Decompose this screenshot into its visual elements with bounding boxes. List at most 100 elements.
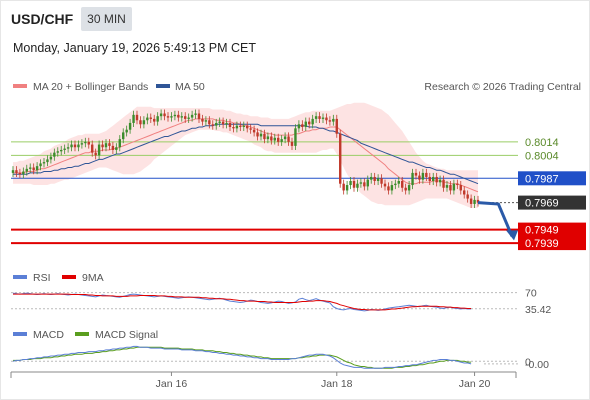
candle-body bbox=[359, 182, 363, 184]
candle-body bbox=[432, 176, 435, 181]
candle bbox=[370, 172, 373, 184]
candle-body bbox=[249, 128, 252, 130]
candle bbox=[128, 118, 132, 134]
candle bbox=[366, 175, 369, 191]
candle-body bbox=[469, 198, 473, 204]
macd-signal-legend-swatch bbox=[75, 332, 89, 336]
candle bbox=[122, 128, 125, 144]
candle bbox=[80, 139, 84, 149]
rsi-panel: 70 35.42 bbox=[11, 288, 551, 316]
candle bbox=[46, 155, 49, 167]
candle-body bbox=[473, 199, 476, 204]
candle-body bbox=[104, 143, 108, 148]
candle-body bbox=[97, 144, 101, 156]
candle bbox=[39, 159, 42, 171]
candle-body bbox=[445, 185, 449, 188]
candle bbox=[135, 110, 139, 125]
candle bbox=[194, 109, 197, 119]
candle-body bbox=[456, 183, 459, 186]
candle-body bbox=[208, 120, 211, 125]
candle-body bbox=[339, 133, 342, 184]
candle-body bbox=[29, 167, 32, 169]
candle-body bbox=[22, 171, 25, 175]
candle-body bbox=[18, 172, 22, 175]
candle bbox=[108, 139, 111, 150]
candle bbox=[287, 132, 290, 146]
candle bbox=[235, 121, 239, 133]
candle-body bbox=[84, 141, 87, 144]
candle-body bbox=[387, 186, 390, 191]
candle-body bbox=[425, 172, 428, 177]
candle bbox=[149, 113, 152, 123]
candle-body bbox=[42, 162, 46, 164]
candle-body bbox=[452, 183, 456, 191]
candle bbox=[308, 117, 311, 129]
candle-body bbox=[73, 144, 77, 148]
candle-body bbox=[266, 136, 270, 140]
candle bbox=[428, 172, 431, 186]
candle-body bbox=[263, 133, 266, 140]
candle bbox=[401, 176, 404, 192]
candle bbox=[456, 179, 459, 190]
candle bbox=[252, 125, 256, 137]
candle-body bbox=[197, 113, 201, 119]
candle bbox=[56, 147, 59, 157]
candle-body bbox=[370, 176, 373, 180]
candle-body bbox=[77, 144, 80, 148]
candle-body bbox=[287, 136, 290, 142]
pivot-label-box bbox=[518, 171, 586, 186]
candle-body bbox=[283, 136, 287, 140]
candle bbox=[18, 168, 22, 179]
pivot-label: 0.7987 bbox=[525, 173, 559, 185]
candle-body bbox=[184, 116, 187, 119]
ma20-line bbox=[13, 118, 479, 193]
candle-body bbox=[401, 181, 404, 188]
candle-body bbox=[25, 168, 28, 172]
candle-body bbox=[159, 113, 163, 117]
candle bbox=[463, 186, 466, 199]
candle bbox=[318, 112, 321, 123]
candle bbox=[190, 110, 194, 122]
candle bbox=[352, 176, 356, 192]
candle bbox=[87, 137, 90, 149]
candle-body bbox=[11, 170, 15, 173]
candle bbox=[228, 118, 232, 132]
candle-body bbox=[94, 152, 97, 156]
candle-body bbox=[239, 125, 242, 127]
candle bbox=[373, 172, 376, 186]
candle bbox=[25, 164, 28, 176]
candle bbox=[335, 114, 338, 138]
candle bbox=[356, 179, 359, 192]
candle bbox=[242, 121, 245, 132]
candle-body bbox=[211, 124, 214, 126]
candle-body bbox=[435, 176, 438, 183]
candle-body bbox=[149, 117, 152, 119]
timeframe-button[interactable]: 30 MIN bbox=[81, 7, 132, 31]
candle-body bbox=[476, 199, 480, 203]
candle bbox=[321, 113, 325, 123]
candle-body bbox=[366, 179, 369, 187]
candle-body bbox=[225, 122, 228, 125]
candle bbox=[311, 114, 314, 129]
candle-body bbox=[428, 176, 431, 181]
candle-body bbox=[466, 194, 469, 199]
candle bbox=[73, 140, 77, 152]
candle-body bbox=[156, 116, 159, 122]
credit-label: Research © 2026 Trading Central bbox=[424, 81, 581, 93]
candle bbox=[452, 179, 456, 195]
current-price-label: 0.7969 bbox=[525, 198, 559, 210]
x-tick-label: Jan 20 bbox=[459, 378, 491, 390]
candle-body bbox=[414, 172, 418, 176]
current-price-box bbox=[518, 195, 586, 210]
candle bbox=[146, 113, 149, 125]
candle bbox=[77, 140, 80, 152]
candle bbox=[32, 163, 35, 175]
rsi-level-label: 70 bbox=[525, 288, 537, 300]
candle-body bbox=[35, 166, 39, 171]
candle-body bbox=[15, 170, 18, 173]
candle-body bbox=[170, 116, 173, 118]
candle-body bbox=[290, 141, 294, 146]
candle bbox=[435, 172, 438, 187]
candle-body bbox=[345, 185, 349, 191]
